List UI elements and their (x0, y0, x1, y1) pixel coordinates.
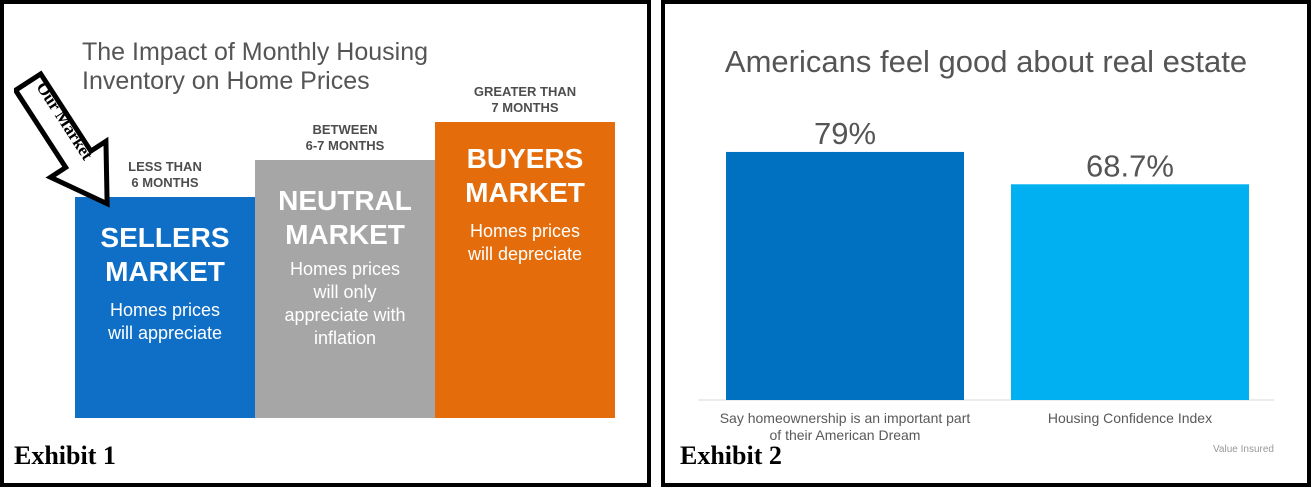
neutral-title-line-1: NEUTRAL (278, 185, 412, 216)
neutral-desc-line-2: will only (313, 282, 377, 302)
buyers-desc-line-2: will depreciate (467, 244, 583, 264)
exhibit-2-panel: Americans feel good about real estate 79… (661, 0, 1311, 487)
category-label-0-line-0: Say homeownership is an important part (720, 410, 971, 426)
sellers-desc: Homes prices will appreciate (75, 299, 255, 345)
exhibit-2-chart-title: Americans feel good about real estate (724, 44, 1248, 79)
neutral-caption-line-2: 6-7 MONTHS (305, 138, 385, 153)
neutral-desc-line-1: Homes prices (289, 259, 401, 279)
buyers-title-line-1: BUYERS (466, 143, 584, 174)
sellers-caption-line-1: LESS THAN (128, 159, 202, 174)
neutral-desc-line-4: inflation (313, 328, 377, 348)
our-market-arrow-icon: Our Market (14, 70, 110, 208)
bar-1 (1011, 184, 1249, 400)
neutral-market-block: NEUTRAL MARKET Homes prices will only ap… (255, 160, 435, 418)
neutral-title-line-2: MARKET (285, 219, 405, 250)
buyers-desc: Homes prices will depreciate (435, 220, 615, 266)
sellers-market-block: SELLERS MARKET Homes prices will appreci… (75, 197, 255, 418)
sellers-title-line-2: MARKET (105, 256, 225, 287)
sellers-desc-line-1: Homes prices (109, 300, 221, 320)
buyers-market-block: BUYERS MARKET Homes prices will deprecia… (435, 122, 615, 418)
neutral-desc: Homes prices will only appreciate with i… (255, 258, 435, 350)
exhibit-1-panel: The Impact of Monthly Housing Inventory … (0, 0, 651, 487)
exhibit-1-label: Exhibit 1 (14, 441, 116, 470)
source-note: Value Insured (1213, 444, 1274, 455)
category-label-0-line-1: of their American Dream (770, 427, 921, 443)
exhibit-1-title-line-2: Inventory on Home Prices (82, 67, 370, 95)
exhibit-1-title-line-1: The Impact of Monthly Housing (82, 38, 428, 66)
sellers-desc-line-2: will appreciate (107, 323, 223, 343)
bar-value-label-0: 79% (814, 116, 876, 151)
buyers-caption-line-2: 7 MONTHS (491, 100, 559, 115)
buyers-caption: GREATER THAN 7 MONTHS (435, 84, 615, 116)
sellers-caption-line-2: 6 MONTHS (131, 175, 199, 190)
bar-value-label-1: 68.7% (1086, 148, 1174, 183)
exhibit-2-label: Exhibit 2 (680, 441, 782, 470)
neutral-desc-line-3: appreciate with (284, 305, 406, 325)
sellers-caption: LESS THAN 6 MONTHS (75, 159, 255, 191)
neutral-caption-line-1: BETWEEN (312, 122, 378, 137)
sellers-title-line-1: SELLERS (100, 222, 230, 253)
buyers-title-line-2: MARKET (465, 177, 585, 208)
buyers-desc-line-1: Homes prices (469, 221, 581, 241)
category-label-1-line-0: Housing Confidence Index (1048, 410, 1212, 426)
bar-0 (726, 151, 964, 400)
exhibit-2-bar-chart: 79% Say homeownership is an important par… (698, 116, 1274, 443)
exhibit-1-title: The Impact of Monthly Housing Inventory … (82, 38, 502, 96)
neutral-caption: BETWEEN 6-7 MONTHS (255, 122, 435, 154)
buyers-caption-line-1: GREATER THAN (473, 84, 577, 99)
